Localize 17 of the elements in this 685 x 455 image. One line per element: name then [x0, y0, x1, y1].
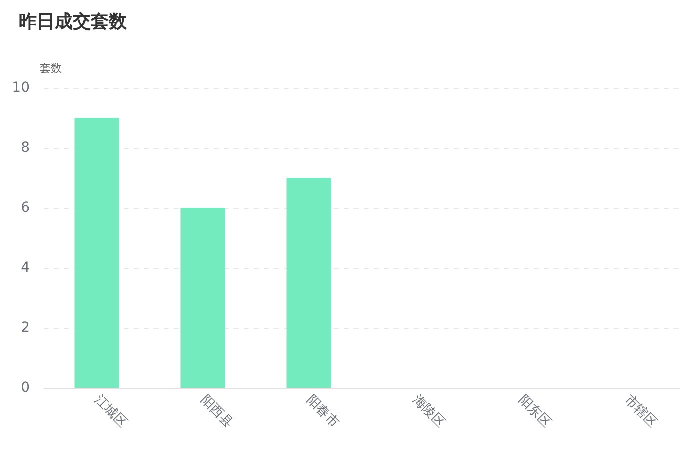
x-tick-label: 江城区: [92, 392, 130, 431]
y-tick-label: 8: [21, 140, 30, 156]
y-tick-label: 6: [21, 200, 30, 216]
x-tick-label: 阳春市: [304, 392, 342, 431]
bar: [286, 178, 332, 388]
x-tick-label: 市辖区: [622, 392, 660, 431]
y-axis-title: 套数: [40, 62, 62, 75]
y-tick-label: 10: [12, 80, 30, 96]
y-tick-label: 0: [21, 380, 30, 396]
y-tick-label: 4: [21, 260, 30, 276]
x-tick-label: 阳东区: [516, 392, 554, 431]
chart-title: 昨日成交套数: [19, 12, 128, 32]
y-tick-label: 2: [21, 320, 30, 336]
bar: [74, 118, 120, 388]
bar: [180, 208, 226, 388]
x-tick-label: 海陵区: [410, 392, 448, 431]
x-tick-label: 阳西县: [198, 392, 236, 431]
